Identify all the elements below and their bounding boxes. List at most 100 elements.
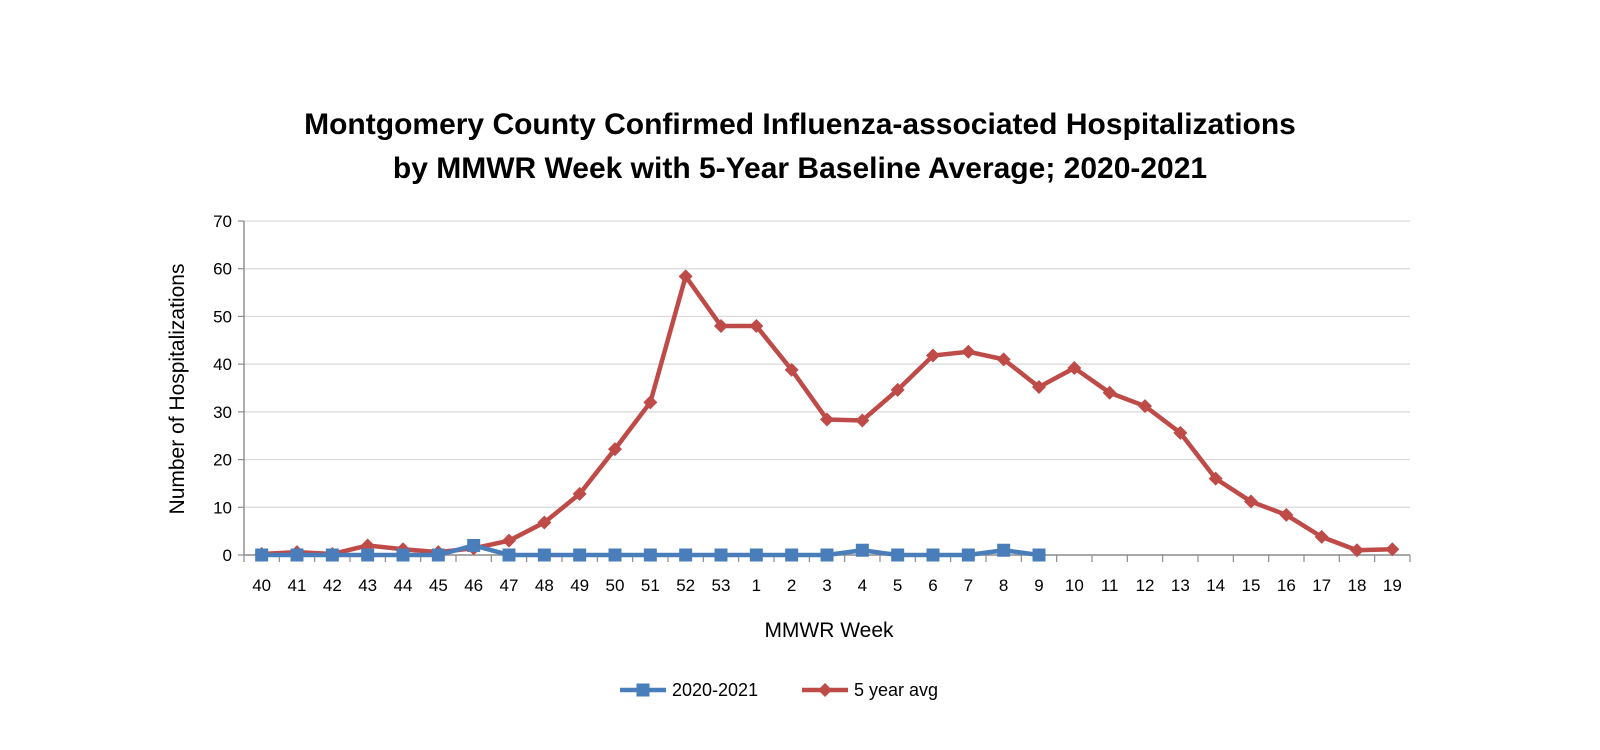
x-tick-label: 13 — [1171, 576, 1190, 595]
x-tick-label: 19 — [1383, 576, 1402, 595]
x-tick-label: 10 — [1065, 576, 1084, 595]
series-5-year-avg-point — [1279, 507, 1294, 522]
series-5-year-avg-point — [502, 533, 516, 548]
series — [254, 269, 1400, 562]
x-tick-label: 8 — [999, 576, 1008, 595]
series-5-year-avg-point — [1102, 385, 1117, 400]
series-5-year-avg-point — [749, 318, 764, 333]
x-tick-label: 3 — [822, 576, 831, 595]
series-2020-2021-point — [926, 548, 940, 562]
series-5-year-avg-point — [1385, 542, 1400, 557]
series-5-year-avg-point — [996, 352, 1011, 367]
series-5-year-avg-point — [1350, 543, 1364, 558]
series-5-year-avg-point — [961, 344, 976, 359]
series-2020-2021-point — [749, 548, 763, 562]
x-tick-label: 14 — [1206, 576, 1225, 595]
series-2020-2021-point — [467, 538, 481, 552]
series-5-year-avg-point — [855, 413, 870, 428]
series-5-year-avg-point — [890, 382, 905, 397]
series-2020-2021-point — [785, 548, 799, 562]
series-2020-2021-point — [679, 548, 693, 562]
series-2020-2021-point — [396, 548, 410, 562]
series-5-year-avg-point — [714, 318, 728, 333]
x-tick-label: 44 — [394, 576, 413, 595]
series-5-year-avg-point — [608, 442, 622, 457]
series-2020-2021-point — [537, 548, 551, 562]
y-tick-label: 30 — [213, 403, 232, 422]
series-2020-2021-point — [643, 548, 657, 562]
x-tick-label: 15 — [1242, 576, 1261, 595]
y-tick-label: 50 — [213, 307, 232, 326]
series-5-year-avg-point — [678, 269, 693, 284]
x-tick-label: 16 — [1277, 576, 1296, 595]
series-2020-2021-point — [891, 548, 905, 562]
y-axis-title: Number of Hospitalizations — [166, 264, 189, 515]
chart-title-line-2: by MMWR Week with 5-Year Baseline Averag… — [392, 152, 1208, 185]
y-tick-label: 60 — [213, 260, 232, 279]
series-2020-2021-point — [255, 548, 269, 562]
series-5-year-avg-point — [820, 412, 834, 427]
x-axis-title: MMWR Week — [764, 619, 894, 642]
x-tick-label: 9 — [1034, 576, 1043, 595]
series-5-year-avg-point — [926, 348, 940, 363]
legend-swatch-marker — [818, 683, 832, 697]
y-tick-label: 40 — [213, 355, 232, 374]
series-5-year-avg-point — [1314, 529, 1329, 544]
y-tick-label: 70 — [213, 212, 232, 231]
chart-title-line-1: Montgomery County Confirmed Influenza-as… — [304, 108, 1296, 141]
x-tick-label: 17 — [1312, 576, 1331, 595]
series-5-year-avg-point — [1244, 494, 1258, 509]
x-tick-label: 2 — [787, 576, 796, 595]
x-tick-label: 6 — [928, 576, 937, 595]
x-tick-label: 50 — [606, 576, 625, 595]
series-2020-2021-point — [502, 548, 516, 562]
series-5-year-avg-point — [1067, 360, 1082, 375]
legend-swatch-marker — [636, 683, 650, 697]
x-tick-label: 46 — [464, 576, 483, 595]
series-5-year-avg-point — [784, 362, 799, 377]
series-2020-2021-point — [573, 548, 587, 562]
y-tick-label: 10 — [213, 498, 232, 517]
x-tick-label: 1 — [752, 576, 761, 595]
series-5-year-avg-point — [537, 515, 552, 530]
x-tick-label: 45 — [429, 576, 448, 595]
y-tick-label: 0 — [223, 546, 232, 565]
series-2020-2021 — [255, 538, 1046, 562]
legend-label: 5 year avg — [854, 680, 938, 700]
x-tick-label: 53 — [712, 576, 731, 595]
series-5-year-avg-point — [572, 486, 587, 501]
series-5-year-avg-point — [1032, 380, 1046, 395]
series-2020-2021-point — [325, 548, 339, 562]
series-2020-2021-point — [961, 548, 975, 562]
x-tick-label: 12 — [1136, 576, 1155, 595]
x-tick-label: 43 — [358, 576, 377, 595]
x-tick-label: 42 — [323, 576, 342, 595]
series-5-year-avg — [254, 269, 1400, 562]
y-tick-label: 20 — [213, 451, 232, 470]
x-tick-label: 41 — [288, 576, 307, 595]
x-tick-label: 7 — [964, 576, 973, 595]
legend-item-2020-2021: 2020-2021 — [620, 680, 758, 700]
series-5-year-avg-point — [1208, 471, 1223, 486]
series-2020-2021-point — [1032, 548, 1046, 562]
x-tick-label: 40 — [252, 576, 271, 595]
series-2020-2021-point — [361, 548, 375, 562]
series-2020-2021-point — [820, 548, 834, 562]
series-2020-2021-point — [608, 548, 622, 562]
axes — [238, 220, 1411, 562]
series-2020-2021-point — [431, 548, 445, 562]
x-tick-label: 52 — [676, 576, 695, 595]
x-tick-label: 4 — [858, 576, 867, 595]
x-tick-label: 5 — [893, 576, 902, 595]
x-tick-label: 18 — [1348, 576, 1367, 595]
x-tick-labels: 40 41 42 43 44 45 46 47 48 49 50 51 52 53 1 2 3 4 5 6 7 8 9 10 1… — [252, 576, 1402, 595]
gridlines — [244, 220, 1410, 508]
x-tick-label: 48 — [535, 576, 554, 595]
series-5-year-avg-point — [1138, 399, 1152, 414]
series-2020-2021-point — [855, 543, 869, 557]
series-5-year-avg-point — [1173, 425, 1188, 440]
legend-label: 2020-2021 — [672, 680, 758, 700]
legend: 2020-2021 5 year avg — [620, 680, 938, 700]
